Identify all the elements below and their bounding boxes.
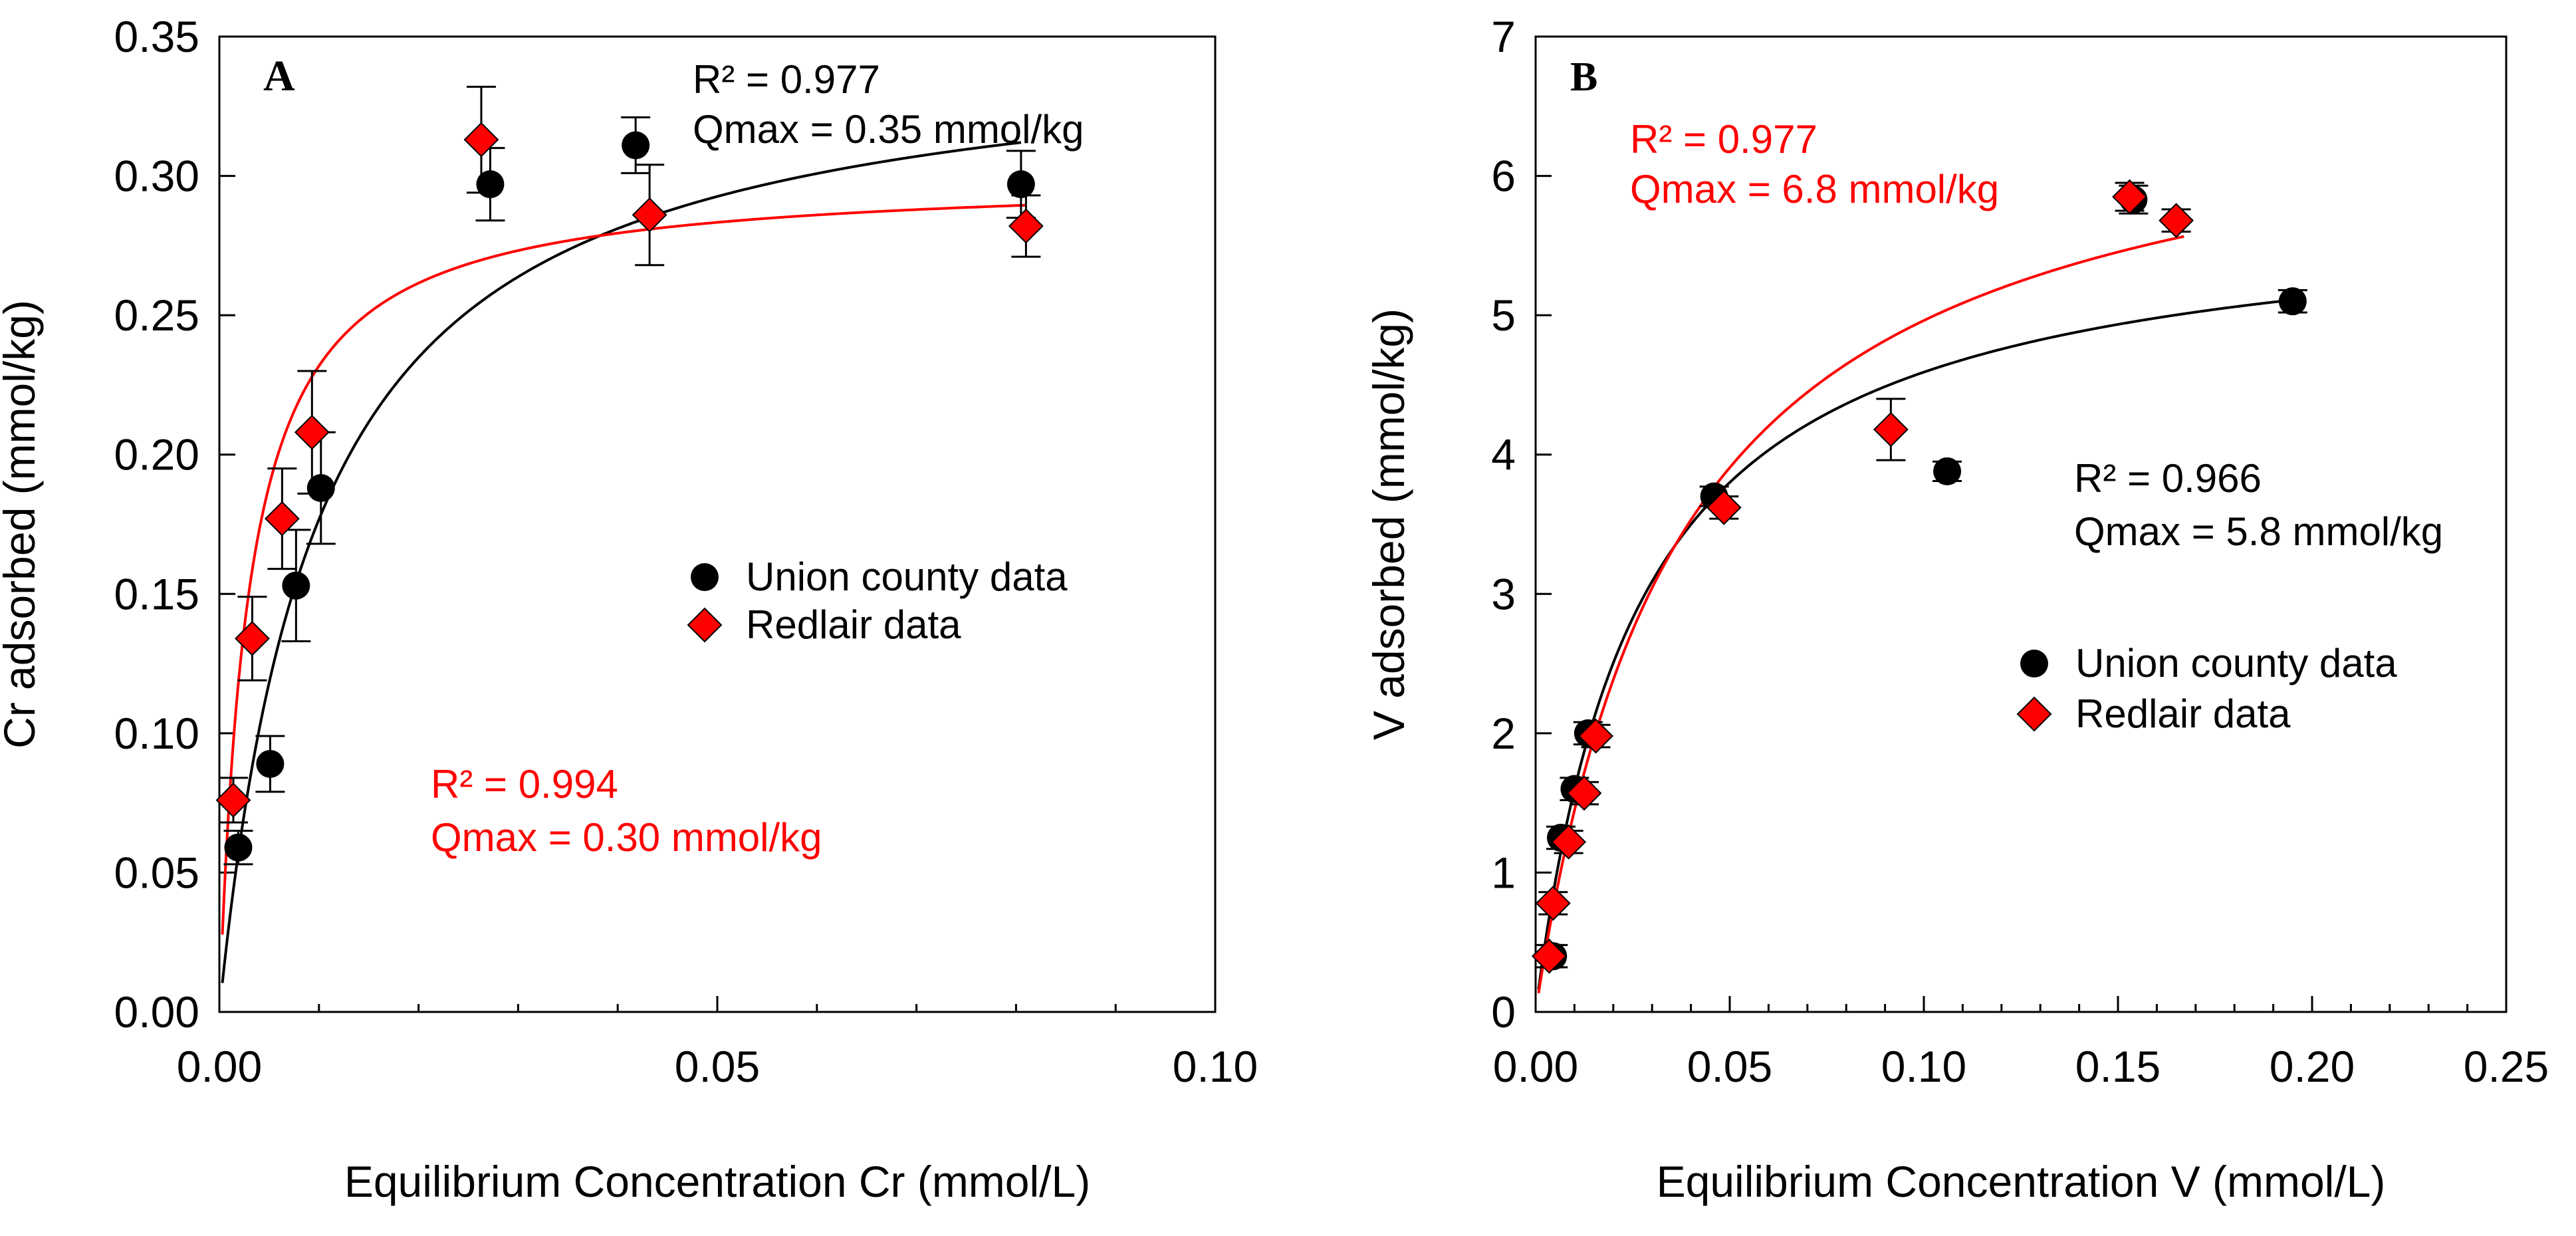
x-tick-label: 0.05	[1687, 1042, 1772, 1091]
data-point-diamond	[1578, 718, 1613, 754]
y-tick-label: 0.05	[114, 848, 199, 897]
plot-frame	[1534, 35, 2508, 1013]
fit-curve-union-county	[221, 141, 1022, 983]
data-point-circle	[2278, 287, 2307, 316]
legend-entry-redlair: Redlair data	[2075, 691, 2291, 736]
legend-marker-diamond	[687, 607, 723, 643]
fit-annotation: R² = 0.994	[431, 762, 618, 806]
data-point-circle	[476, 170, 505, 199]
data-point-diamond	[1532, 938, 1567, 974]
x-tick-label: 0.20	[2270, 1042, 2355, 1091]
y-tick-label: 0	[1491, 987, 1516, 1037]
x-tick-label: 0.15	[2075, 1042, 2161, 1091]
y-axis-label: Cr adsorbed (mmol/kg)	[0, 300, 44, 749]
panel-label: A	[263, 52, 295, 100]
data-point-circle	[1933, 457, 1962, 485]
legend-marker-circle	[691, 563, 719, 591]
chart-panel-b: 0.00 0.05 0.10 0.15 0.20 0.25 0 1 2 3 4 5 6 7 Equilibr…	[1364, 12, 2549, 1206]
legend-marker-diamond	[2016, 696, 2052, 732]
legend: Union county data Redlair data	[2016, 641, 2397, 736]
fit-annotation: Qmax = 0.35 mmol/kg	[693, 107, 1084, 152]
data-point-circle	[306, 474, 335, 503]
data-point-diamond	[632, 197, 667, 233]
data-point-circle	[622, 131, 650, 160]
legend-entry-redlair: Redlair data	[746, 602, 961, 647]
fit-curve-union-county	[1537, 299, 2293, 990]
panel-label: B	[1570, 55, 1597, 100]
data-point-diamond	[2159, 203, 2194, 239]
data-point-diamond	[1706, 489, 1742, 525]
data-point-circle	[282, 571, 310, 600]
y-tick-label: 3	[1491, 569, 1516, 618]
chart-panel-a: 0.00 0.05 0.10 0.00 0.05 0.10 0.15 0.20 0.25 0.30…	[0, 12, 1258, 1206]
data-point-diamond	[2112, 179, 2147, 215]
y-tick-label: 0.00	[114, 987, 199, 1037]
x-tick-label: 0.05	[675, 1042, 760, 1091]
data-point-diamond	[294, 414, 330, 450]
legend-entry-union-county: Union county data	[2075, 641, 2397, 685]
data-point-circle	[256, 749, 285, 778]
data-point-diamond	[1008, 208, 1044, 244]
y-tick-label: 1	[1491, 848, 1516, 897]
data-point-circle	[1006, 170, 1035, 199]
fit-annotation: Qmax = 5.8 mmol/kg	[2074, 509, 2443, 554]
y-tick-label: 0.10	[114, 709, 199, 758]
data-point-diamond	[235, 620, 270, 656]
x-tick-label: 0.25	[2464, 1042, 2549, 1091]
y-tick-label: 0.35	[114, 12, 199, 61]
fit-annotation: R² = 0.977	[693, 57, 880, 102]
y-tick-label: 2	[1491, 709, 1516, 758]
x-axis-label: Equilibrium Concentration V (mmol/L)	[1657, 1157, 2386, 1206]
fit-curve-redlair	[221, 203, 1026, 935]
x-tick-label: 0.00	[1493, 1042, 1578, 1091]
data-point-circle	[224, 833, 253, 862]
y-tick-label: 0.20	[114, 430, 199, 479]
x-tick-label: 0.00	[177, 1042, 262, 1091]
y-tick-label: 0.15	[114, 569, 199, 618]
fit-curve-redlair	[1537, 235, 2184, 994]
y-tick-label: 5	[1491, 291, 1516, 340]
series-redlair	[215, 85, 1044, 824]
fit-annotation: Qmax = 6.8 mmol/kg	[1630, 167, 1999, 211]
y-tick-label: 7	[1491, 12, 1516, 61]
data-point-diamond	[1566, 775, 1602, 811]
x-axis-label: Equilibrium Concentration Cr (mmol/L)	[344, 1157, 1090, 1206]
fit-annotation: R² = 0.966	[2074, 456, 2262, 501]
y-tick-label: 0.30	[114, 152, 199, 201]
data-point-diamond	[1551, 824, 1587, 860]
x-tick-label: 0.10	[1173, 1042, 1258, 1091]
y-tick-label: 6	[1491, 152, 1516, 201]
fit-annotation: Qmax = 0.30 mmol/kg	[431, 815, 822, 860]
data-point-diamond	[264, 501, 300, 537]
data-point-diamond	[463, 122, 499, 158]
series-union-county	[223, 116, 1036, 866]
plot-frame	[218, 35, 1217, 1013]
data-point-diamond	[1535, 886, 1571, 921]
data-point-diamond	[1873, 412, 1909, 447]
legend-marker-circle	[2020, 650, 2048, 678]
y-axis-label: V adsorbed (mmol/kg)	[1364, 309, 1413, 740]
data-point-diamond	[215, 783, 251, 818]
x-tick-label: 0.10	[1881, 1042, 1966, 1091]
legend-entry-union-county: Union county data	[746, 555, 1068, 599]
y-tick-label: 0.25	[114, 291, 199, 340]
series-redlair	[1532, 179, 2194, 974]
y-tick-label: 4	[1491, 430, 1516, 479]
fit-annotation: R² = 0.977	[1630, 117, 1817, 162]
